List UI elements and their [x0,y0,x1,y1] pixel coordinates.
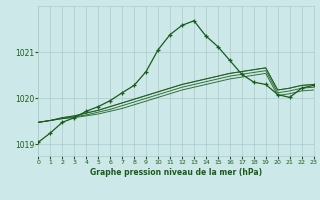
X-axis label: Graphe pression niveau de la mer (hPa): Graphe pression niveau de la mer (hPa) [90,168,262,177]
